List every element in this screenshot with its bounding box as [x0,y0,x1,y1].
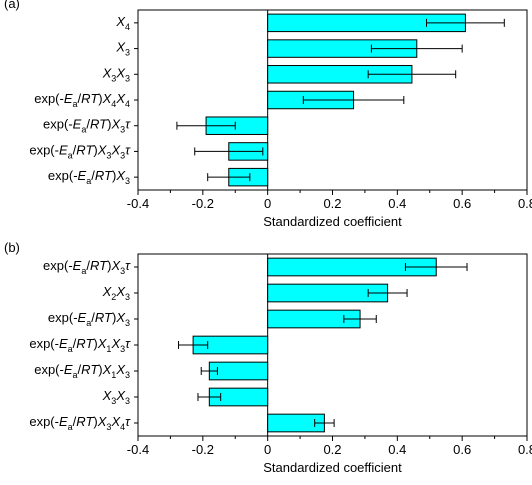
error-bar [370,44,463,53]
panel-a: (a) -0.4 -0.2 0 0.2 0.4 0.6 0.8 Standardized coe… [4,0,532,229]
error-bar [178,341,209,349]
category-label: X3X3 [102,388,130,406]
category-label: exp(-Ea/RT)X3X3τ [29,142,131,160]
error-bar [367,70,457,79]
error-bar [200,367,218,375]
error-bar [207,173,251,182]
error-bar [176,121,236,130]
panel-label: (a) [4,0,20,11]
x-tick-label: 0 [264,442,271,457]
x-tick-label: 0.8 [518,196,532,211]
category-label: exp(-Ea/RT)X3 [48,310,130,328]
x-tick-label: 0.2 [323,196,341,211]
category-label: exp(-Ea/RT)X1X3τ [29,336,131,354]
category-label: exp(-Ea/RT)X1X3 [34,362,130,380]
category-label: exp(-Ea/RT)X3 [48,168,130,186]
x-axis-title: Standardized coefficient [263,460,402,475]
panel-label: (b) [4,240,20,255]
x-tick-label: 0.4 [388,442,406,457]
error-bar [197,393,222,401]
category-label: X2X3 [102,284,130,302]
category-label: exp(-Ea/RT)X3τ [43,117,131,135]
error-bar [314,419,335,427]
x-tick-label: 0.2 [323,442,341,457]
category-label: X4 [115,14,130,32]
bar [208,361,269,381]
x-axis-title: Standardized coefficient [263,214,402,229]
x-tick-label: -0.4 [127,442,149,457]
error-bar [426,18,505,27]
x-tick-label: 0.6 [453,196,471,211]
x-tick-label: -0.2 [192,442,214,457]
error-bar [343,315,377,323]
category-label: exp(-Ea/RT)X4X4 [34,91,130,109]
error-bar [367,289,408,297]
x-tick-label: -0.2 [192,196,214,211]
category-label: exp(-Ea/RT)X3τ [43,258,131,276]
x-tick-label: -0.4 [127,196,149,211]
panel-b: (b) -0.4 -0.2 0 0.2 0.4 0.6 0.8 Standardized coe… [4,240,532,475]
x-tick-label: 0.8 [518,442,532,457]
error-bar [302,96,405,104]
x-tick-label: 0.4 [388,196,406,211]
error-bar [404,263,468,271]
category-label: X3X3 [102,65,130,83]
x-tick-label: 0.6 [453,442,471,457]
category-label: X3 [115,40,130,58]
error-bar [194,147,264,156]
x-tick-label: 0 [264,196,271,211]
category-label: exp(-Ea/RT)X3X4τ [29,414,131,432]
